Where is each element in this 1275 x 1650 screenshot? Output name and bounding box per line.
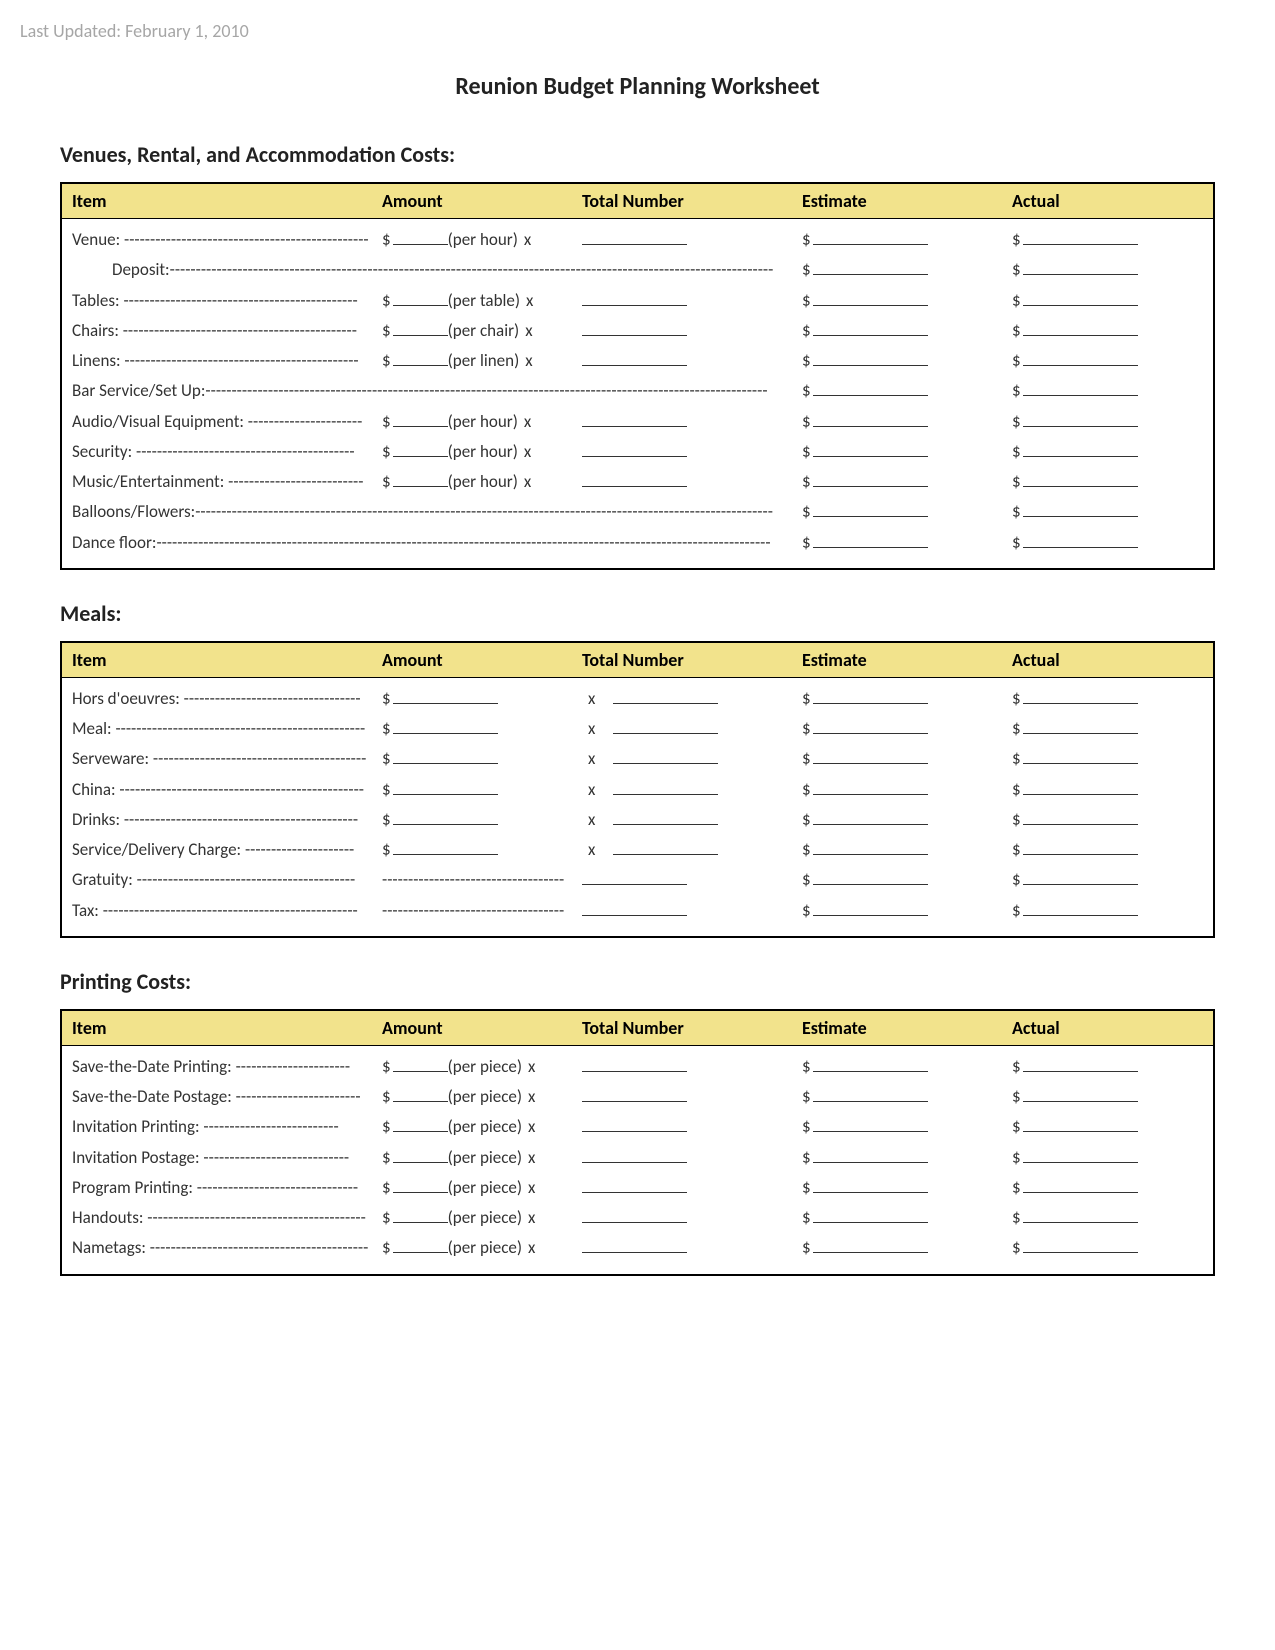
table-row: Music/Entertainment: -------------------… (72, 467, 1203, 497)
venues-table: Item Amount Total Number Estimate Actual… (60, 182, 1215, 570)
meals-table: Item Amount Total Number Estimate Actual… (60, 641, 1215, 938)
table-row: Gratuity: ------------------------------… (72, 865, 1203, 895)
table-row: Save-the-Date Printing: ----------------… (72, 1052, 1203, 1082)
table-row: Invitation Postage: --------------------… (72, 1143, 1203, 1173)
header-estimate: Estimate (802, 649, 1012, 671)
table-row: Tax: -----------------------------------… (72, 896, 1203, 926)
table-row: Deposit:--------------------------------… (72, 255, 1203, 285)
header-total: Total Number (582, 190, 802, 212)
table-row: Meal: ----------------------------------… (72, 714, 1203, 744)
header-actual: Actual (1012, 190, 1203, 212)
header-item: Item (72, 649, 382, 671)
table-row: Service/Delivery Charge: ---------------… (72, 835, 1203, 865)
venues-body: Venue: ---------------------------------… (62, 219, 1213, 568)
table-header: Item Amount Total Number Estimate Actual (62, 643, 1213, 678)
table-header: Item Amount Total Number Estimate Actual (62, 184, 1213, 219)
section-title-printing: Printing Costs: (60, 968, 1215, 995)
header-amount: Amount (382, 649, 582, 671)
header-amount: Amount (382, 1017, 582, 1039)
document-title: Reunion Budget Planning Worksheet (60, 72, 1215, 101)
table-row: Security: ------------------------------… (72, 437, 1203, 467)
last-updated-text: Last Updated: February 1, 2010 (20, 20, 1215, 42)
table-header: Item Amount Total Number Estimate Actual (62, 1011, 1213, 1046)
table-row: Balloons/Flowers:-----------------------… (72, 497, 1203, 527)
table-row: Serveware: -----------------------------… (72, 744, 1203, 774)
header-item: Item (72, 1017, 382, 1039)
table-row: China: ---------------------------------… (72, 775, 1203, 805)
table-row: Drinks: --------------------------------… (72, 805, 1203, 835)
header-total: Total Number (582, 649, 802, 671)
table-row: Nametags: ------------------------------… (72, 1233, 1203, 1263)
table-row: Save-the-Date Postage: -----------------… (72, 1082, 1203, 1112)
header-estimate: Estimate (802, 1017, 1012, 1039)
table-row: Dance floor:----------------------------… (72, 528, 1203, 558)
table-row: Handouts: ------------------------------… (72, 1203, 1203, 1233)
table-row: Program Printing: ----------------------… (72, 1173, 1203, 1203)
table-row: Bar Service/Set Up:---------------------… (72, 376, 1203, 406)
section-title-meals: Meals: (60, 600, 1215, 627)
printing-table: Item Amount Total Number Estimate Actual… (60, 1009, 1215, 1276)
table-row: Linens: --------------------------------… (72, 346, 1203, 376)
table-row: Audio/Visual Equipment: ----------------… (72, 407, 1203, 437)
header-actual: Actual (1012, 649, 1203, 671)
header-actual: Actual (1012, 1017, 1203, 1039)
table-row: Hors d'oeuvres: ------------------------… (72, 684, 1203, 714)
table-row: Venue: ---------------------------------… (72, 225, 1203, 255)
header-total: Total Number (582, 1017, 802, 1039)
header-amount: Amount (382, 190, 582, 212)
table-row: Chairs: --------------------------------… (72, 316, 1203, 346)
header-item: Item (72, 190, 382, 212)
table-row: Tables: --------------------------------… (72, 286, 1203, 316)
table-row: Invitation Printing: -------------------… (72, 1112, 1203, 1142)
header-estimate: Estimate (802, 190, 1012, 212)
section-title-venues: Venues, Rental, and Accommodation Costs: (60, 141, 1215, 168)
printing-body: Save-the-Date Printing: ----------------… (62, 1046, 1213, 1274)
meals-body: Hors d'oeuvres: ------------------------… (62, 678, 1213, 936)
